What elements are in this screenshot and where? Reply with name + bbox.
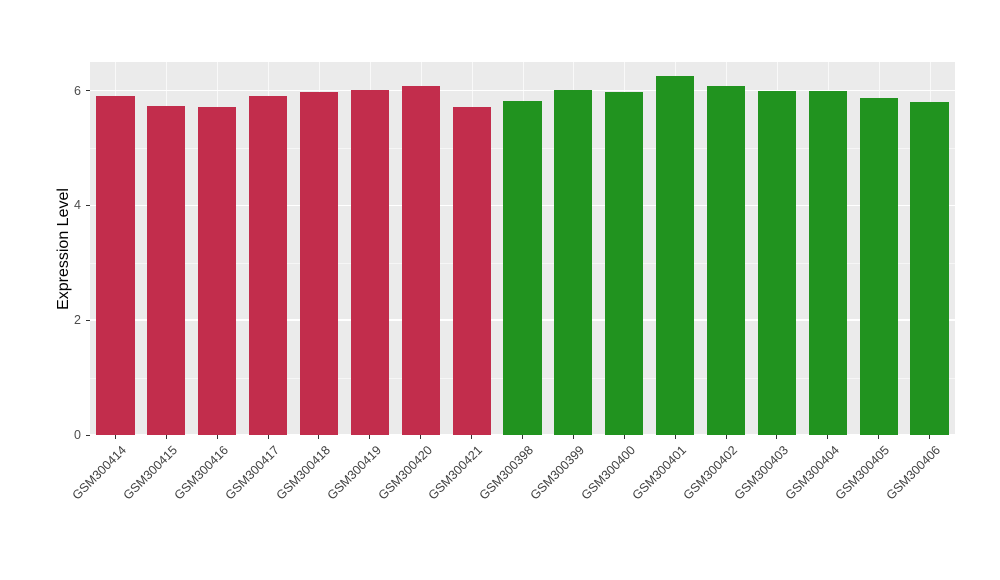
x-tick-label: GSM300399 <box>527 443 588 503</box>
bar-GSM300416 <box>198 107 237 435</box>
y-tick-label: 4 <box>74 198 81 213</box>
bar-GSM300398 <box>503 101 542 435</box>
x-tick-label: GSM300416 <box>171 443 232 503</box>
bar-GSM300419 <box>350 90 389 435</box>
x-tick-label: GSM300419 <box>324 443 384 503</box>
bar-GSM300418 <box>299 91 339 435</box>
y-tick-mark <box>86 434 90 436</box>
x-tick-label: GSM300398 <box>476 443 537 503</box>
y-tick-label: 2 <box>74 313 81 328</box>
x-tick-label: GSM300406 <box>883 443 944 503</box>
bar-GSM300405 <box>859 97 898 435</box>
y-tick-label: 0 <box>74 428 81 442</box>
x-tick-mark <box>572 435 574 439</box>
x-tick-mark <box>725 435 727 439</box>
bar-GSM300403 <box>757 90 796 435</box>
x-tick-mark <box>522 435 523 439</box>
x-tick-mark <box>318 435 320 439</box>
x-tick-mark <box>114 435 116 439</box>
x-tick-mark <box>267 435 269 439</box>
bar-GSM300417 <box>249 96 288 435</box>
x-tick-label: GSM300414 <box>69 443 130 503</box>
x-tick-mark <box>776 435 778 439</box>
x-tick-mark <box>471 435 473 439</box>
bar-GSM300421 <box>452 107 491 435</box>
x-tick-mark <box>827 435 829 439</box>
x-tick-mark <box>369 435 371 439</box>
x-tick-mark <box>420 435 422 439</box>
x-tick-label: GSM300415 <box>120 443 181 503</box>
bar-GSM300404 <box>808 91 847 435</box>
x-tick-mark <box>878 435 880 439</box>
bar-GSM300399 <box>554 89 593 435</box>
x-tick-mark <box>623 435 625 439</box>
y-tick-label: 6 <box>74 83 81 98</box>
x-tick-mark <box>165 435 167 439</box>
bar-GSM300400 <box>605 92 644 435</box>
x-tick-mark <box>216 435 218 439</box>
bar-GSM300401 <box>656 76 695 435</box>
x-tick-mark <box>674 435 676 439</box>
bar-GSM300402 <box>706 86 746 435</box>
x-tick-label: GSM300403 <box>731 443 791 503</box>
x-tick-label: GSM300401 <box>629 443 690 503</box>
x-tick-mark <box>929 435 931 439</box>
bar-GSM300414 <box>96 96 135 435</box>
bar-GSM300415 <box>147 106 186 435</box>
y-tick-mark <box>86 319 90 321</box>
bar-GSM300420 <box>401 86 440 435</box>
bar-GSM300406 <box>910 101 949 435</box>
x-tick-label: GSM300402 <box>680 443 740 503</box>
x-tick-label: GSM300400 <box>578 443 639 503</box>
y-tick-mark <box>86 204 90 206</box>
x-tick-label: GSM300417 <box>222 443 282 503</box>
y-tick-mark <box>86 90 90 92</box>
x-tick-label: GSM300418 <box>273 443 333 503</box>
